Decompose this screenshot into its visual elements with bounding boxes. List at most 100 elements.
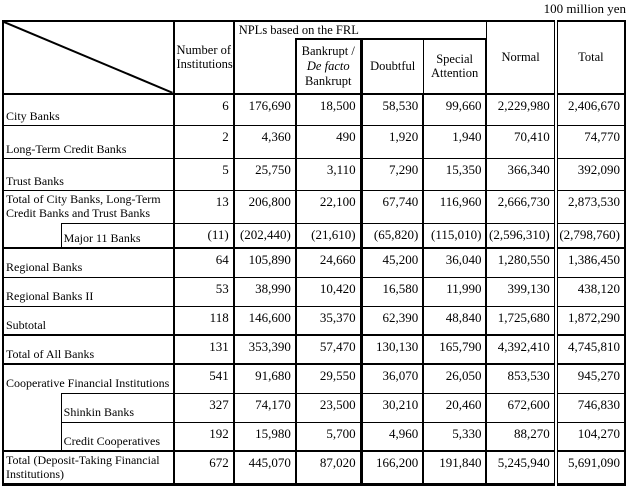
cell-total: 1,872,290 bbox=[555, 305, 626, 337]
table-row: Subtotal 118 146,600 35,370 62,390 48,840 1,72… bbox=[2, 305, 626, 337]
diagonal-header-cell bbox=[2, 20, 175, 95]
cell-special-attention: 11,990 bbox=[422, 276, 488, 307]
col-header-bankrupt: Bankrupt / De facto Bankrupt bbox=[294, 37, 363, 95]
row-label: Cooperative Financial Institutions bbox=[2, 363, 175, 394]
npl-frl-table: Number of Institutions NPLs based on the… bbox=[2, 20, 626, 486]
cell-num-institutions: 6 bbox=[173, 93, 235, 127]
cell-npl-total: 105,890 bbox=[233, 247, 297, 278]
cell-num-institutions: 64 bbox=[173, 247, 235, 278]
col-header-institutions: Number of Institutions bbox=[173, 20, 235, 95]
cell-npl-total: (202,440) bbox=[233, 222, 297, 250]
table-row: Major 11 Banks (11) (202,440) (21,610) (65,8… bbox=[2, 222, 626, 250]
cell-special-attention: 116,960 bbox=[422, 190, 488, 224]
row-label: Credit Cooperatives bbox=[60, 421, 175, 453]
cell-doubtful: 45,200 bbox=[360, 247, 425, 278]
cell-num-institutions: 541 bbox=[173, 363, 235, 394]
de-facto-italic: De facto bbox=[306, 58, 350, 73]
cell-doubtful: 67,740 bbox=[360, 190, 425, 224]
cell-special-attention: 99,660 bbox=[422, 93, 488, 127]
cell-doubtful: 36,070 bbox=[360, 363, 425, 394]
cell-normal: 399,130 bbox=[485, 276, 558, 307]
cell-bankrupt-defacto: 57,470 bbox=[295, 334, 363, 366]
cell-special-attention: (115,010) bbox=[422, 222, 488, 250]
header-row-1: Number of Institutions NPLs based on the… bbox=[2, 20, 626, 95]
cell-bankrupt-defacto: 5,700 bbox=[295, 421, 363, 453]
cell-special-attention: 26,050 bbox=[422, 363, 488, 394]
cell-doubtful: 58,530 bbox=[360, 93, 425, 127]
cell-bankrupt-defacto: (21,610) bbox=[295, 222, 363, 250]
cell-doubtful: 130,130 bbox=[360, 334, 425, 366]
row-label: Total of City Banks, Long-Term Credit Ba… bbox=[2, 190, 175, 224]
cell-normal: 2,229,980 bbox=[485, 93, 558, 127]
row-label: Trust Banks bbox=[2, 158, 175, 192]
cell-bankrupt-defacto: 23,500 bbox=[295, 392, 363, 423]
row-label: Shinkin Banks bbox=[60, 392, 175, 423]
col-header-npl-total-empty bbox=[233, 38, 297, 95]
cell-normal: 88,270 bbox=[485, 421, 558, 453]
cell-bankrupt-defacto: 24,660 bbox=[295, 247, 363, 278]
cell-special-attention: 165,790 bbox=[422, 334, 488, 366]
row-label: City Banks bbox=[2, 93, 175, 127]
cell-npl-total: 25,750 bbox=[233, 158, 297, 192]
cell-normal: 853,530 bbox=[485, 363, 558, 394]
cell-special-attention: 191,840 bbox=[422, 450, 488, 486]
cell-special-attention: 36,040 bbox=[422, 247, 488, 278]
cell-num-institutions: 5 bbox=[173, 158, 235, 192]
cell-special-attention: 15,350 bbox=[422, 158, 488, 192]
table-body: City Banks 6 176,690 18,500 58,530 99,660 2,22… bbox=[2, 93, 626, 486]
cell-total: 104,270 bbox=[555, 421, 626, 453]
cell-total: 2,406,670 bbox=[555, 93, 626, 127]
table-row: Cooperative Financial Institutions 541 91,… bbox=[2, 363, 626, 394]
cell-normal: (2,596,310) bbox=[485, 222, 558, 250]
row-label: Regional Banks II bbox=[2, 276, 175, 307]
cell-npl-total: 176,690 bbox=[233, 93, 297, 127]
bankrupt-label-line3: Bankrupt bbox=[304, 73, 352, 88]
cell-normal: 1,280,550 bbox=[485, 247, 558, 278]
table-row: Regional Banks II 53 38,990 10,420 16,580 11,… bbox=[2, 276, 626, 307]
label-indent-spacer bbox=[2, 393, 62, 453]
col-header-total: Total bbox=[555, 20, 626, 95]
row-label: Total (Deposit-Taking Financial Institut… bbox=[2, 450, 175, 486]
cell-special-attention: 48,840 bbox=[422, 305, 488, 337]
cell-total: 1,386,450 bbox=[555, 247, 626, 278]
cell-bankrupt-defacto: 87,020 bbox=[295, 450, 363, 486]
cell-num-institutions: 2 bbox=[173, 125, 235, 160]
cell-total: (2,798,760) bbox=[555, 222, 626, 250]
bankrupt-label-line1: Bankrupt / bbox=[301, 44, 355, 59]
cell-npl-total: 91,680 bbox=[233, 363, 297, 394]
cell-total: 4,745,810 bbox=[555, 334, 626, 366]
row-label: Subtotal bbox=[2, 305, 175, 337]
cell-npl-total: 445,070 bbox=[233, 450, 297, 486]
cell-npl-total: 353,390 bbox=[233, 334, 297, 366]
cell-num-institutions: 192 bbox=[173, 421, 235, 453]
cell-total: 392,090 bbox=[555, 158, 626, 192]
cell-npl-total: 4,360 bbox=[233, 125, 297, 160]
cell-doubtful: 62,390 bbox=[360, 305, 425, 337]
cell-doubtful: 1,920 bbox=[360, 125, 425, 160]
cell-doubtful: 4,960 bbox=[360, 421, 425, 453]
cell-num-institutions: 118 bbox=[173, 305, 235, 337]
cell-total: 74,770 bbox=[555, 125, 626, 160]
row-label: Long-Term Credit Banks bbox=[2, 125, 175, 160]
cell-num-institutions: (11) bbox=[173, 222, 235, 250]
cell-num-institutions: 53 bbox=[173, 276, 235, 307]
cell-doubtful: 166,200 bbox=[360, 450, 425, 486]
label-indent-spacer bbox=[2, 223, 62, 250]
cell-normal: 366,340 bbox=[485, 158, 558, 192]
header-row-2: Bankrupt / De facto Bankrupt Doubtful Spec… bbox=[3, 37, 625, 95]
cell-normal: 2,666,730 bbox=[485, 190, 558, 224]
cell-num-institutions: 672 bbox=[173, 450, 235, 486]
col-header-special-attention: Special Attention bbox=[422, 37, 488, 95]
row-label: Regional Banks bbox=[2, 247, 175, 278]
row-label: Total of All Banks bbox=[2, 334, 175, 366]
cell-bankrupt-defacto: 490 bbox=[295, 125, 363, 160]
cell-total: 746,830 bbox=[555, 392, 626, 423]
unit-label: 100 million yen bbox=[543, 1, 626, 16]
cell-special-attention: 5,330 bbox=[422, 421, 488, 453]
cell-total: 438,120 bbox=[555, 276, 626, 307]
cell-total: 2,873,530 bbox=[555, 190, 626, 224]
cell-normal: 5,245,940 bbox=[485, 450, 558, 486]
cell-special-attention: 1,940 bbox=[422, 125, 488, 160]
table-row: City Banks 6 176,690 18,500 58,530 99,660 2,22… bbox=[2, 93, 626, 127]
